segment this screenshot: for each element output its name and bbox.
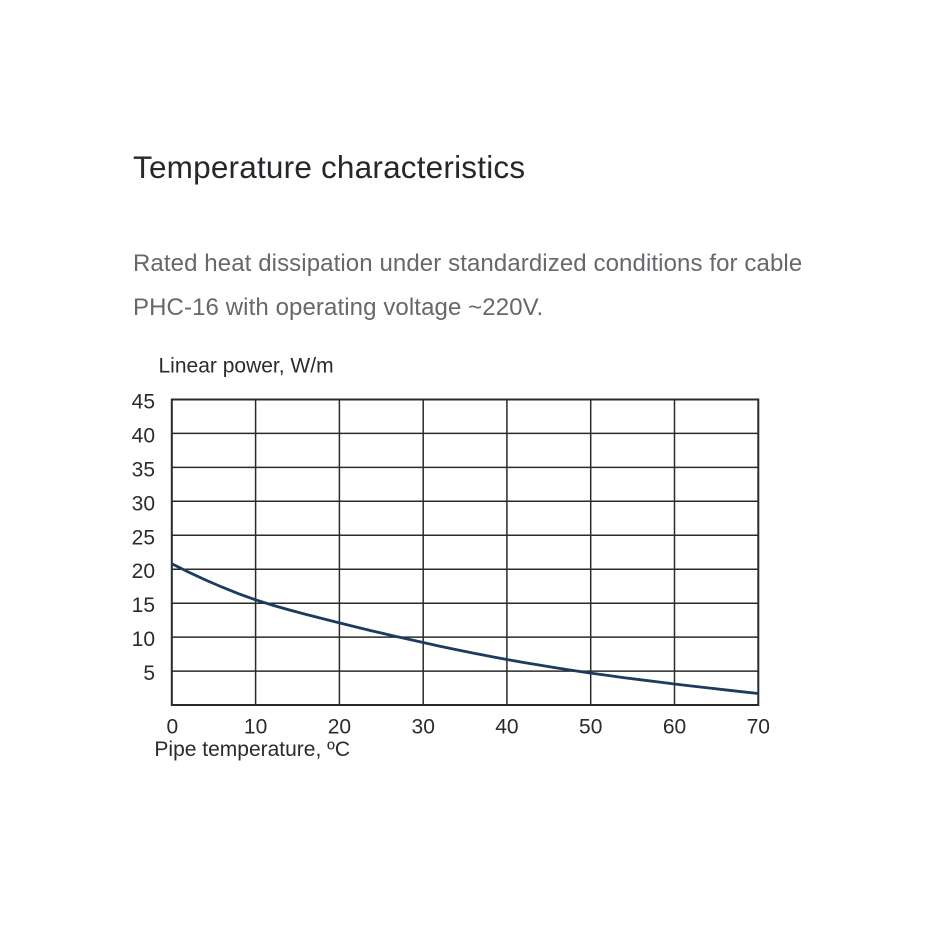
svg-text:40: 40 xyxy=(495,716,518,739)
svg-text:0: 0 xyxy=(167,716,179,739)
svg-text:40: 40 xyxy=(132,424,155,447)
svg-text:45: 45 xyxy=(132,391,155,414)
svg-text:10: 10 xyxy=(132,628,155,651)
svg-text:60: 60 xyxy=(663,716,686,739)
svg-text:25: 25 xyxy=(132,526,155,549)
svg-text:30: 30 xyxy=(132,492,155,515)
svg-text:5: 5 xyxy=(143,662,155,685)
svg-text:Pipe temperature, ºC: Pipe temperature, ºC xyxy=(154,738,350,761)
svg-text:70: 70 xyxy=(747,716,770,739)
svg-text:30: 30 xyxy=(412,716,435,739)
svg-text:10: 10 xyxy=(244,716,267,739)
svg-text:50: 50 xyxy=(579,716,602,739)
svg-text:20: 20 xyxy=(328,716,351,739)
svg-text:15: 15 xyxy=(132,594,155,617)
svg-text:20: 20 xyxy=(132,560,155,583)
svg-text:Linear power, W/m: Linear power, W/m xyxy=(159,355,334,378)
svg-text:35: 35 xyxy=(132,458,155,481)
